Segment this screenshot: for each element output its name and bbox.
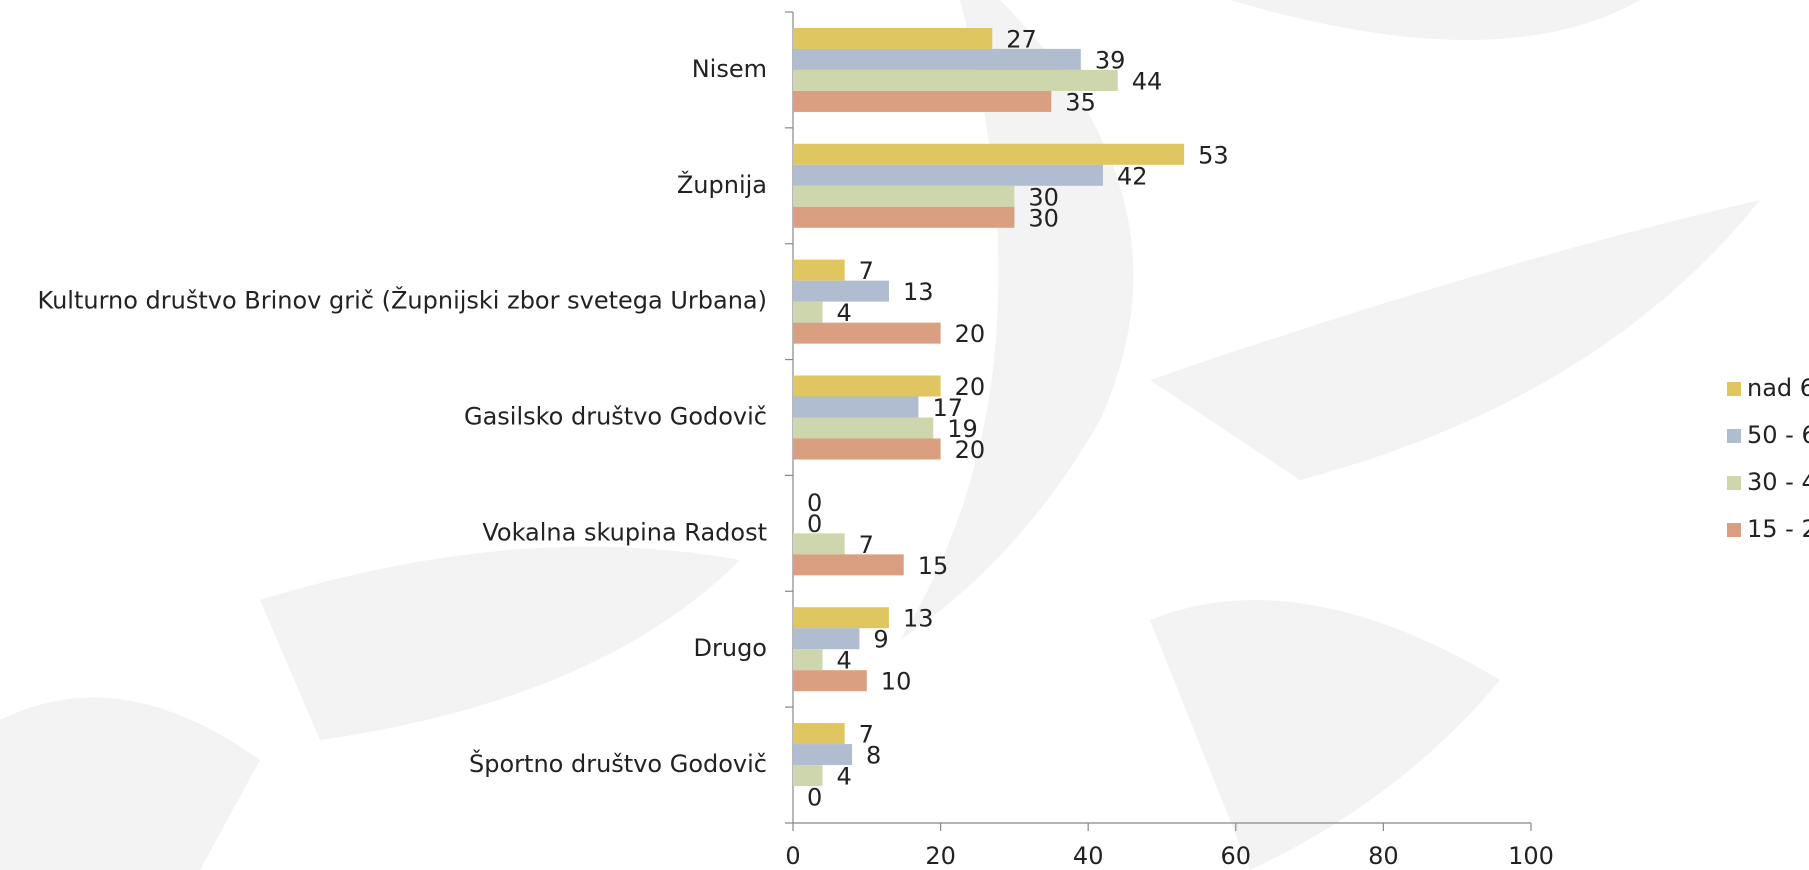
- bar: [793, 375, 941, 397]
- data-label: 7: [859, 721, 874, 749]
- bar: [793, 607, 889, 629]
- legend-swatch: [1727, 476, 1741, 490]
- x-tick-label: 20: [925, 842, 956, 870]
- data-label: 13: [903, 605, 934, 633]
- bar: [793, 27, 993, 49]
- bar: [793, 185, 1015, 207]
- x-tick-label: 60: [1221, 842, 1252, 870]
- data-label: 39: [1095, 46, 1126, 74]
- bar: [793, 438, 941, 460]
- data-label: 53: [1198, 141, 1229, 169]
- legend-swatch: [1727, 382, 1741, 396]
- data-label: 13: [903, 278, 934, 306]
- data-label: 20: [955, 436, 986, 464]
- data-label: 27: [1006, 25, 1037, 53]
- category-label: Športno društvo Godovič: [469, 748, 767, 778]
- data-label: 0: [807, 784, 822, 812]
- data-label: 30: [1028, 183, 1059, 211]
- bar: [793, 628, 860, 650]
- data-label: 7: [859, 257, 874, 285]
- bar: [793, 280, 889, 302]
- bar: [793, 765, 823, 787]
- data-label: 17: [932, 394, 963, 422]
- bar: [793, 90, 1052, 112]
- bar: [793, 417, 934, 439]
- bar: [793, 48, 1081, 70]
- data-label: 42: [1117, 162, 1148, 190]
- data-label: 15: [918, 552, 949, 580]
- legend-label: nad 65: [1747, 374, 1809, 402]
- bar: [793, 164, 1103, 186]
- x-tick-label: 100: [1508, 842, 1554, 870]
- legend-swatch: [1727, 523, 1741, 537]
- data-label: 44: [1132, 67, 1163, 95]
- bar: [793, 649, 823, 671]
- bar: [793, 206, 1015, 228]
- category-label: Kulturno društvo Brinov grič (Župnijski …: [38, 286, 767, 315]
- bar: [793, 69, 1118, 91]
- data-label: 4: [837, 763, 852, 791]
- category-label: Gasilsko društvo Godovič: [464, 403, 767, 431]
- data-label: 9: [873, 626, 888, 654]
- data-label: 20: [955, 373, 986, 401]
- data-label: 35: [1065, 88, 1096, 116]
- bar: [793, 143, 1185, 165]
- data-label: 30: [1028, 204, 1059, 232]
- x-tick-label: 40: [1073, 842, 1104, 870]
- legend-label: 50 - 64: [1747, 421, 1809, 449]
- legend-label: 15 - 29: [1747, 515, 1809, 543]
- data-label: 4: [837, 647, 852, 675]
- legend-label: 30 - 49: [1747, 468, 1809, 496]
- data-label: 4: [837, 299, 852, 327]
- category-label: Drugo: [694, 634, 767, 662]
- bar: [793, 670, 867, 692]
- data-label: 0: [807, 510, 822, 538]
- category-label: Vokalna skupina Radost: [482, 518, 767, 546]
- data-label: 0: [807, 489, 822, 517]
- data-label: 10: [881, 668, 912, 696]
- x-tick-label: 80: [1368, 842, 1399, 870]
- x-tick-label: 0: [785, 842, 800, 870]
- bar: [793, 322, 941, 344]
- data-label: 7: [859, 531, 874, 559]
- category-label: Nisem: [692, 55, 767, 83]
- bar: [793, 301, 823, 323]
- bar: [793, 554, 904, 576]
- bar: [793, 396, 919, 418]
- data-label: 20: [955, 320, 986, 348]
- legend-swatch: [1727, 429, 1741, 443]
- bar: [793, 744, 853, 766]
- category-label: Župnija: [677, 170, 767, 199]
- bar: [793, 533, 845, 555]
- bar: [793, 259, 845, 281]
- data-label: 19: [947, 415, 978, 443]
- bar: [793, 723, 845, 745]
- data-label: 8: [866, 742, 881, 770]
